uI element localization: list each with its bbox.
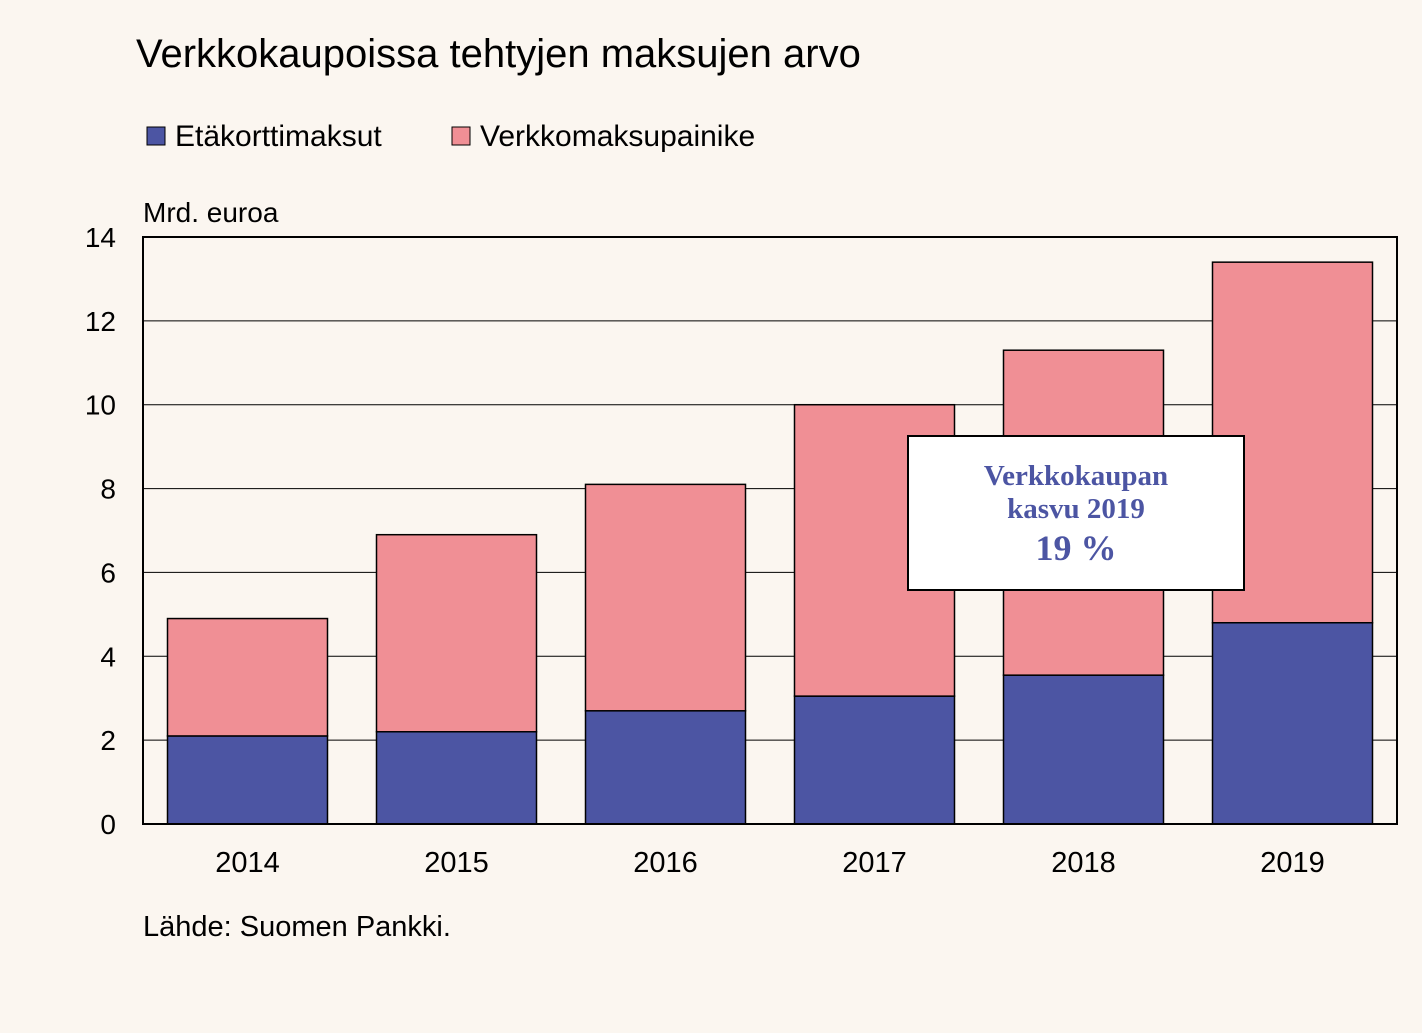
y-axis-ticks: 0 2 4 6 8 10 12 14 [85, 222, 116, 840]
bar-2016-series-1 [584, 710, 747, 825]
callout-line-2: kasvu 2019 [1007, 493, 1145, 525]
y-tick-label: 14 [85, 222, 116, 253]
legend-swatch-verkkomaksupainike [451, 126, 471, 146]
callout-box [907, 435, 1245, 591]
y-tick-label: 12 [85, 306, 116, 337]
x-tick-label-2016: 2016 [633, 847, 698, 879]
legend-swatch-etakorttimaksut [146, 126, 166, 146]
y-tick-label: 2 [100, 725, 116, 756]
y-tick-label: 6 [100, 557, 116, 588]
plot-frame [142, 236, 1398, 825]
y-tick-label: 8 [100, 474, 116, 505]
x-tick-label-2014: 2014 [215, 847, 280, 879]
x-tick-label-2017: 2017 [842, 847, 907, 879]
bar-2017-series-1 [793, 695, 956, 825]
y-axis-unit-label: Mrd. euroa [143, 197, 279, 228]
y-tick-label: 10 [85, 390, 116, 421]
x-tick-label-2019: 2019 [1260, 847, 1325, 879]
legend-label-etakorttimaksut: Etäkorttimaksut [175, 120, 382, 153]
bar-2016-series-2 [584, 483, 747, 712]
callout-line-3: 19 % [1036, 528, 1117, 568]
bar-2014-series-2 [166, 617, 329, 737]
bar-2015-series-2 [375, 533, 538, 733]
bar-2014-series-1 [166, 735, 329, 825]
y-tick-label: 0 [100, 809, 116, 840]
bar-2015-series-1 [375, 731, 538, 825]
legend-label-verkkomaksupainike: Verkkomaksupainike [480, 120, 755, 153]
y-tick-label: 4 [100, 641, 116, 672]
gridlines [143, 320, 1397, 741]
growth-callout: Verkkokaupan kasvu 2019 19 % [907, 435, 1245, 591]
chart-title: Verkkokaupoissa tehtyjen maksujen arvo [136, 32, 861, 76]
x-tick-label-2015: 2015 [424, 847, 489, 879]
legend: Etäkorttimaksut Verkkomaksupainike [146, 120, 755, 153]
callout-line-1: Verkkokaupan [984, 460, 1168, 492]
source-note: Lähde: Suomen Pankki. [143, 911, 451, 943]
x-axis-ticks: 2014 2015 2016 2017 2018 2019 [215, 847, 1325, 879]
bar-2018-series-1 [1002, 674, 1165, 825]
bar-2019-series-1 [1211, 621, 1374, 825]
x-tick-label-2018: 2018 [1051, 847, 1116, 879]
